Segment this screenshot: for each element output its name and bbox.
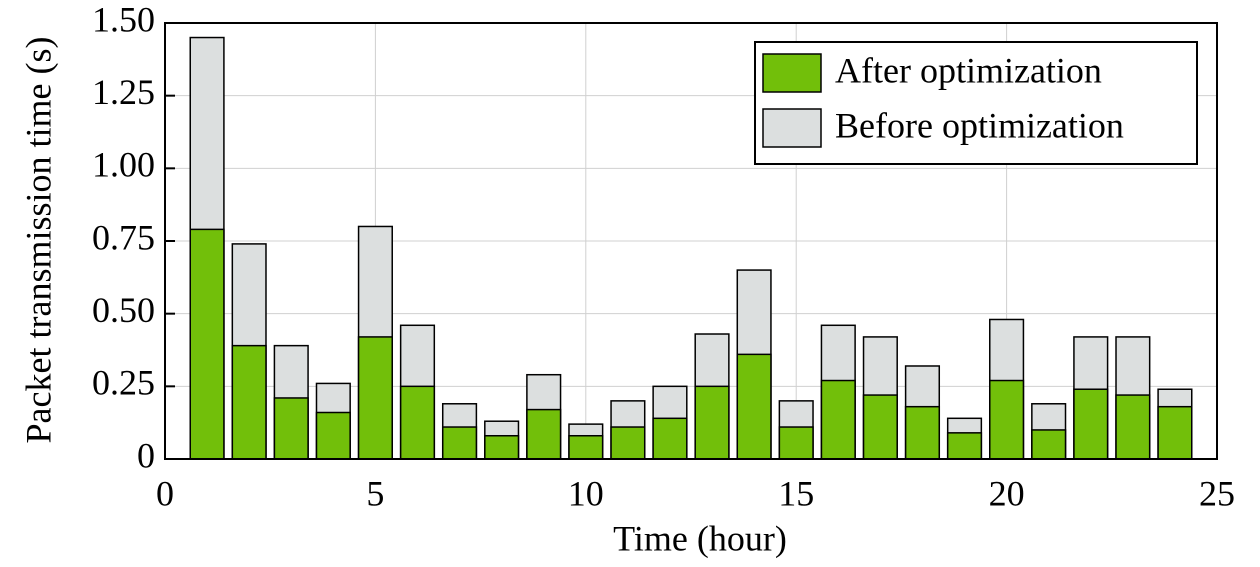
bar xyxy=(1073,388,1109,460)
bar xyxy=(904,405,941,460)
bar xyxy=(189,228,225,460)
x-axis-label: Time (hour) xyxy=(613,518,787,558)
legend-swatch xyxy=(762,108,822,148)
bar xyxy=(441,426,478,460)
bar xyxy=(526,408,562,460)
bar xyxy=(568,434,604,460)
bar xyxy=(484,434,520,460)
y-axis-label: Packet transmission time (s) xyxy=(18,37,58,444)
y-tick-label: 0.25 xyxy=(92,363,155,403)
bar xyxy=(1115,394,1151,460)
bar xyxy=(652,417,688,460)
y-tick-label: 0 xyxy=(137,435,155,475)
x-tick-label: 15 xyxy=(778,473,814,513)
bar xyxy=(273,397,309,460)
y-tick-label: 0.75 xyxy=(92,217,155,257)
bar xyxy=(399,385,436,460)
x-tick-label: 0 xyxy=(156,473,174,513)
bar xyxy=(946,432,983,460)
bar xyxy=(610,426,646,460)
bar xyxy=(820,379,856,460)
bar xyxy=(315,411,351,460)
y-tick-label: 1.25 xyxy=(92,72,155,112)
bar xyxy=(736,353,772,460)
legend-box xyxy=(754,41,1198,165)
y-tick-label: 1.50 xyxy=(92,0,155,39)
bar xyxy=(778,426,814,460)
legend-label: Before optimization xyxy=(835,105,1124,145)
bar xyxy=(1157,405,1193,460)
bar xyxy=(357,336,393,460)
y-tick-label: 1.00 xyxy=(92,145,155,185)
plot-frame xyxy=(164,22,1218,460)
bar xyxy=(694,385,730,460)
legend-label: After optimization xyxy=(835,50,1102,90)
bar xyxy=(1031,429,1067,460)
y-tick-label: 0.50 xyxy=(92,290,155,330)
x-tick-label: 20 xyxy=(989,473,1025,513)
x-tick-label: 5 xyxy=(366,473,384,513)
x-tick-label: 10 xyxy=(568,473,604,513)
legend-swatch xyxy=(762,53,822,93)
bar xyxy=(989,379,1025,460)
x-tick-label: 25 xyxy=(1199,473,1235,513)
bar xyxy=(231,344,267,460)
bar xyxy=(862,394,898,460)
